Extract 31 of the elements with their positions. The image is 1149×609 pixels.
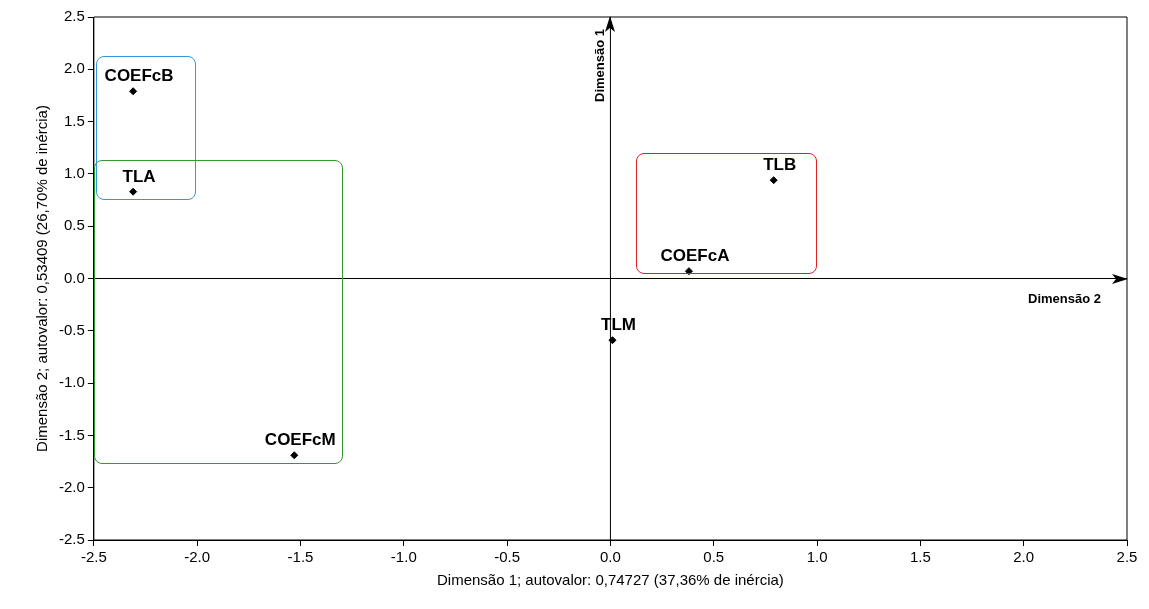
y-axis-title: Dimensão 2; autovalor: 0,53409 (26,70% de inércia): [33, 105, 51, 452]
x-axis-title: Dimensão 1; autovalor: 0,74727 (37,36% de inércia): [436, 571, 784, 589]
y-tick-label: 1.0: [63, 164, 85, 182]
y-tick-label: 1.5: [63, 111, 85, 129]
ref-line-label: Dimensão 1: [592, 29, 607, 102]
x-tick-label: 1.0: [806, 548, 828, 566]
x-tick-label: -2.5: [80, 548, 107, 566]
series-label: COEFcA: [660, 246, 730, 266]
series-label: COEFcB: [104, 66, 174, 86]
x-tick-label: 2.0: [1013, 548, 1035, 566]
x-tick-label: -2.0: [184, 548, 211, 566]
x-tick-label: -0.5: [494, 548, 521, 566]
series-label: COEFcM: [264, 430, 336, 450]
x-tick-label: 2.5: [1116, 548, 1138, 566]
y-tick-label: 2.5: [63, 7, 85, 25]
ref-line-label: Dimensão 2: [1028, 290, 1101, 306]
series-label: TLB: [763, 155, 797, 175]
x-tick-label: -1.5: [287, 548, 314, 566]
x-tick-label: -1.0: [390, 548, 417, 566]
y-tick-label: -2.5: [58, 530, 85, 548]
x-tick-label: 0.0: [599, 548, 621, 566]
x-tick-label: 1.5: [909, 548, 931, 566]
y-tick-label: -2.0: [58, 477, 85, 495]
y-tick-label: 2.0: [63, 59, 85, 77]
y-tick-label: -1.0: [58, 373, 85, 391]
x-tick-label: 0.5: [703, 548, 725, 566]
y-tick-label: -1.5: [58, 425, 85, 443]
y-tick-label: 0.0: [63, 268, 85, 286]
series-label: TLA: [122, 166, 156, 186]
y-tick-label: -0.5: [58, 320, 85, 338]
y-tick-label: 0.5: [63, 216, 85, 234]
